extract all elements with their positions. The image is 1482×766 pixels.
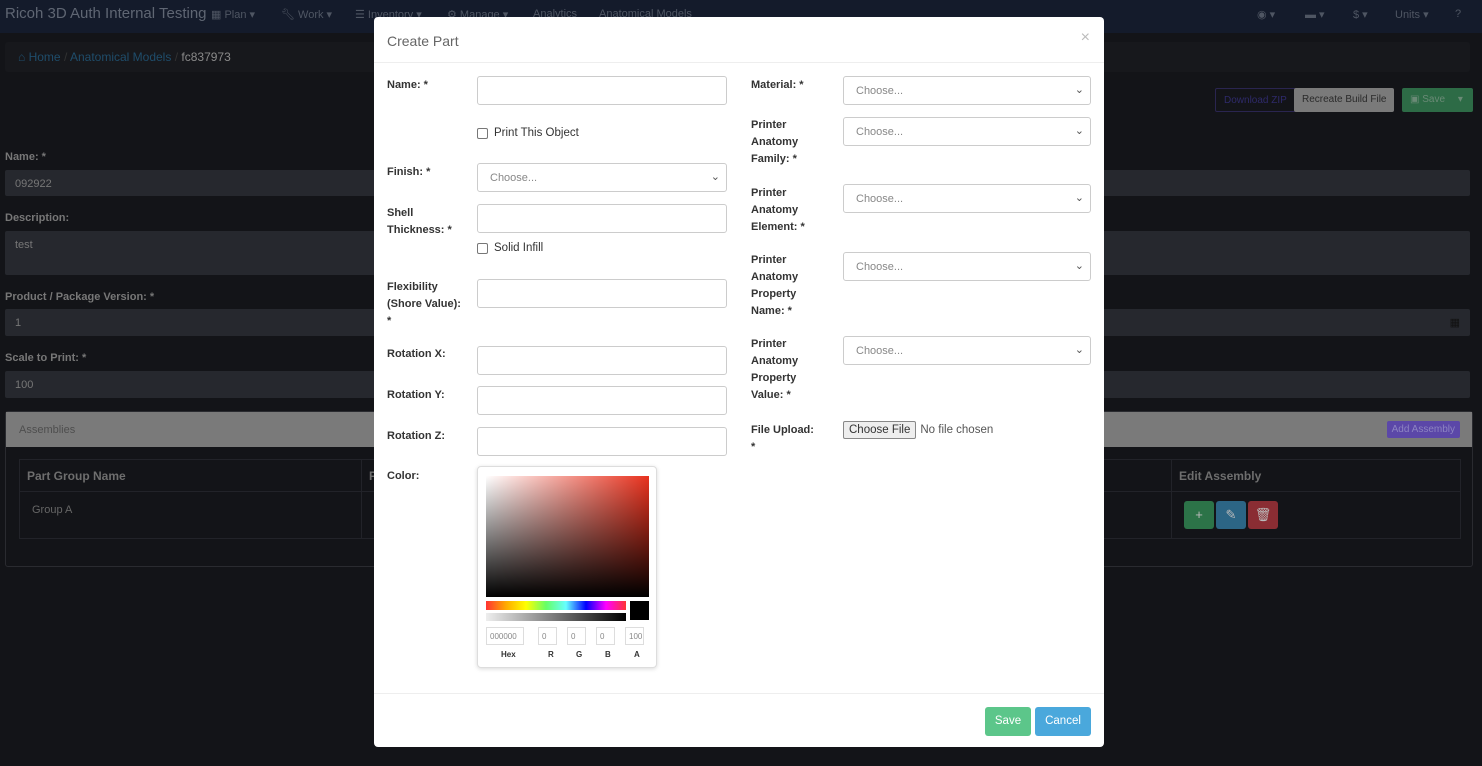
part-name-input[interactable] xyxy=(477,76,727,105)
flexibility-label: Flexibility (Shore Value): * xyxy=(387,281,461,327)
material-label: Material: * xyxy=(751,79,804,91)
print-object-checkbox[interactable]: Print This Object xyxy=(477,127,579,139)
brand[interactable]: Ricoh 3D Auth Internal Testing xyxy=(5,5,207,22)
rotation-z-input[interactable] xyxy=(477,427,727,456)
close-icon[interactable]: × xyxy=(1080,29,1090,46)
breadcrumb-section[interactable]: Anatomical Models xyxy=(69,50,172,64)
breadcrumb-current: fc837973 xyxy=(181,50,231,64)
r-label: R xyxy=(548,650,554,659)
shell-thickness-label: Shell Thickness: * xyxy=(387,207,452,236)
calendar-icon[interactable]: ▦ xyxy=(1449,317,1460,329)
create-part-modal: Create Part × Name: * Print This Object … xyxy=(374,17,1104,747)
edit-button[interactable]: ✎ xyxy=(1216,501,1246,529)
hex-input[interactable]: 000000 xyxy=(486,627,524,645)
property-name-select[interactable]: Choose... ⌄ xyxy=(843,252,1091,281)
r-input[interactable]: 0 xyxy=(538,627,557,645)
modal-save-button[interactable]: Save xyxy=(985,707,1031,736)
breadcrumb-home[interactable]: ⌂ Home xyxy=(18,50,61,64)
nav-plan[interactable]: ▦ Plan ▾ xyxy=(211,9,256,21)
currency-menu[interactable]: $ ▾ xyxy=(1353,9,1368,21)
shell-thickness-input[interactable] xyxy=(477,204,727,233)
no-file-text: No file chosen xyxy=(920,424,994,436)
finish-select[interactable]: Choose... ⌄ xyxy=(477,163,727,192)
file-upload-label: File Upload: * xyxy=(751,424,814,453)
delete-button[interactable]: 🗑︎ xyxy=(1248,501,1278,529)
col-edit-assembly: Edit Assembly xyxy=(1171,459,1461,492)
rotation-x-input[interactable] xyxy=(477,346,727,375)
add-assembly-button[interactable]: Add Assembly xyxy=(1386,421,1460,438)
family-select[interactable]: Choose... ⌄ xyxy=(843,117,1091,146)
assemblies-title: Assemblies xyxy=(19,424,76,436)
chevron-down-icon: ⌄ xyxy=(1074,260,1084,272)
col-part-group-name: Part Group Name xyxy=(19,459,362,492)
help-icon[interactable]: ? xyxy=(1455,8,1462,20)
solid-infill-checkbox[interactable]: Solid Infill xyxy=(477,242,543,254)
property-name-label: Printer Anatomy Property Name: * xyxy=(751,254,799,317)
name-label: Name: * xyxy=(5,151,46,163)
chevron-down-icon: ⌄ xyxy=(1074,192,1084,204)
nav-work[interactable]: 🔧︎ Work ▾ xyxy=(281,9,333,21)
rotation-z-label: Rotation Z: xyxy=(387,430,446,442)
group-name: Group A xyxy=(19,491,362,539)
hex-label: Hex xyxy=(501,650,516,659)
hue-slider[interactable] xyxy=(486,601,626,610)
rotation-y-input[interactable] xyxy=(477,386,727,415)
g-label: G xyxy=(576,650,583,659)
units-menu[interactable]: Units ▾ xyxy=(1395,9,1429,21)
user-icon[interactable]: ◉ ▾ xyxy=(1257,9,1276,21)
add-part-button[interactable]: + xyxy=(1184,501,1214,529)
color-label: Color: xyxy=(387,470,420,482)
modal-title: Create Part xyxy=(374,17,1104,63)
chevron-down-icon: ⌄ xyxy=(1074,84,1084,96)
save-button[interactable]: ▣ Save ▾ xyxy=(1402,88,1473,112)
g-input[interactable]: 0 xyxy=(567,627,586,645)
element-label: Printer Anatomy Element: * xyxy=(751,187,805,233)
recreate-build-file-button[interactable]: Recreate Build File xyxy=(1294,88,1395,112)
alpha-slider[interactable] xyxy=(486,613,626,621)
flexibility-input[interactable] xyxy=(477,279,727,308)
b-input[interactable]: 0 xyxy=(596,627,615,645)
b-label: B xyxy=(605,650,611,659)
scale-label: Scale to Print: * xyxy=(5,352,87,364)
chevron-down-icon: ⌄ xyxy=(710,171,720,183)
file-upload: Choose File No file chosen xyxy=(843,421,993,439)
family-label: Printer Anatomy Family: * xyxy=(751,119,799,165)
part-name-label: Name: * xyxy=(387,79,428,91)
rotation-y-label: Rotation Y: xyxy=(387,389,445,401)
flag-us-icon[interactable]: ▬ ▾ xyxy=(1305,9,1325,21)
element-select[interactable]: Choose... ⌄ xyxy=(843,184,1091,213)
choose-file-button[interactable]: Choose File xyxy=(843,421,917,439)
property-value-label: Printer Anatomy Property Value: * xyxy=(751,338,799,401)
material-select[interactable]: Choose... ⌄ xyxy=(843,76,1091,105)
download-zip-button[interactable]: Download ZIP xyxy=(1215,88,1296,112)
a-input[interactable]: 100 xyxy=(625,627,644,645)
rotation-x-label: Rotation X: xyxy=(387,348,446,360)
chevron-down-icon: ⌄ xyxy=(1074,125,1084,137)
a-label: A xyxy=(634,650,640,659)
chevron-down-icon: ⌄ xyxy=(1074,344,1084,356)
property-value-select[interactable]: Choose... ⌄ xyxy=(843,336,1091,365)
saturation-area[interactable] xyxy=(486,476,649,597)
version-label: Product / Package Version: * xyxy=(5,291,155,303)
modal-cancel-button[interactable]: Cancel xyxy=(1035,707,1091,736)
color-swatch xyxy=(630,601,649,620)
color-picker: 000000 0 0 0 100 Hex R G B A xyxy=(477,466,657,668)
description-label: Description: xyxy=(5,212,70,224)
finish-label: Finish: * xyxy=(387,166,431,178)
